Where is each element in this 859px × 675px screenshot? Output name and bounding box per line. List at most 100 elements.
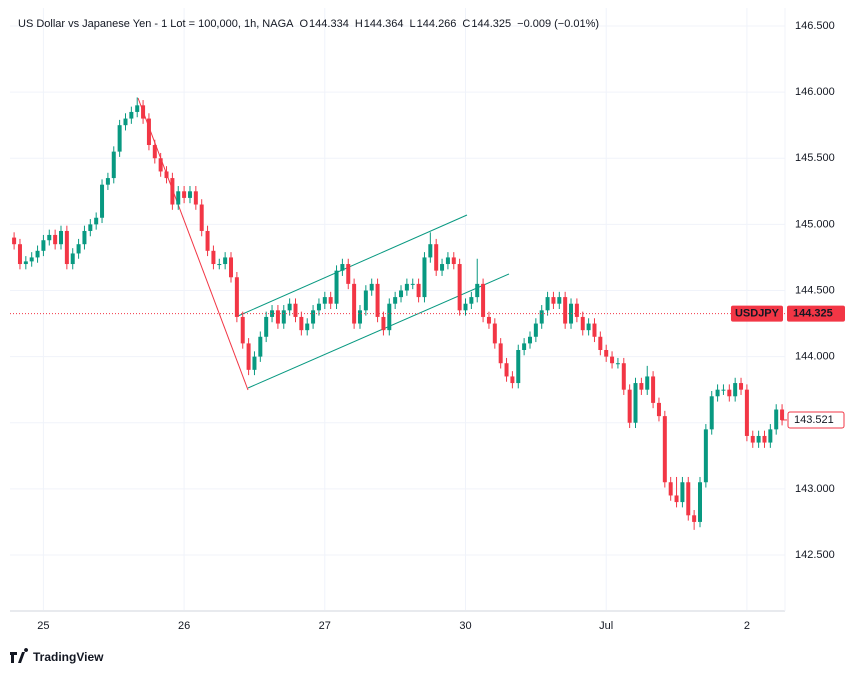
y-tick-label: 146.000 xyxy=(795,86,835,98)
candle-body xyxy=(598,336,603,350)
candle-body xyxy=(410,283,415,285)
y-tick-label: 144.000 xyxy=(795,351,835,363)
legend-value: 144.364 xyxy=(364,18,404,30)
candle-body xyxy=(739,383,744,390)
candle-body xyxy=(651,376,656,403)
candle-body xyxy=(176,191,181,205)
candle-body xyxy=(316,303,321,311)
legend-value: 144.266 xyxy=(417,18,457,30)
candle-body xyxy=(17,244,22,265)
candles xyxy=(12,97,785,530)
candle-body xyxy=(258,336,263,357)
candle-body xyxy=(451,257,456,265)
candle-body xyxy=(780,409,785,421)
x-tick-label: 30 xyxy=(459,620,471,632)
candle-body xyxy=(639,383,644,390)
logo xyxy=(10,648,29,663)
candle-body xyxy=(615,363,620,365)
candle-body xyxy=(164,171,169,179)
symbol-label: USDJPY xyxy=(735,308,780,320)
legend-value: 144.325 xyxy=(471,18,511,30)
candle-body xyxy=(399,290,404,298)
candle-body xyxy=(492,323,497,344)
channel-upper xyxy=(237,214,468,317)
candle-body xyxy=(375,283,380,317)
candle-body xyxy=(551,297,556,304)
candle-body xyxy=(469,297,474,304)
candle-body xyxy=(193,191,198,205)
candle-body xyxy=(158,158,163,172)
candle-body xyxy=(586,323,591,331)
candle-body xyxy=(727,389,732,397)
candle-body xyxy=(563,297,568,324)
candle-body xyxy=(680,482,685,503)
candle-body xyxy=(100,184,105,218)
candle-body xyxy=(545,297,550,311)
candle-body xyxy=(352,283,357,324)
x-tick-label: 2 xyxy=(744,620,750,632)
y-tick-label: 146.500 xyxy=(795,20,835,32)
candle-body xyxy=(252,356,257,370)
candle-body xyxy=(486,316,491,324)
candle-body xyxy=(715,389,720,397)
y-tick-label: 143.000 xyxy=(795,483,835,495)
candle-body xyxy=(340,264,345,271)
candle-body xyxy=(557,297,562,304)
candle-body xyxy=(141,105,146,119)
candle-body xyxy=(111,151,116,179)
candle-body xyxy=(152,145,157,159)
candle-body xyxy=(721,389,726,391)
price-badge-label: 143.521 xyxy=(794,414,834,426)
candle-body xyxy=(668,482,673,496)
candle-body xyxy=(504,363,509,377)
y-tick-label: 144.500 xyxy=(795,284,835,296)
candle-body xyxy=(768,429,773,443)
candle-body xyxy=(404,283,409,291)
candle-body xyxy=(434,244,439,271)
candle-body xyxy=(692,515,697,522)
candle-body xyxy=(246,343,251,370)
x-tick-label: 25 xyxy=(37,620,49,632)
price-badge xyxy=(787,411,845,429)
candle-body xyxy=(428,244,433,258)
candle-body xyxy=(457,264,462,311)
candle-body xyxy=(94,217,99,225)
candle-body xyxy=(305,323,310,331)
candle-body xyxy=(322,297,327,304)
candle-body xyxy=(369,283,374,291)
candle-body xyxy=(440,264,445,271)
candle-body xyxy=(199,204,204,231)
candle-body xyxy=(117,125,122,152)
legend-key: L xyxy=(410,18,416,30)
candle-body xyxy=(744,389,749,436)
candle-body xyxy=(217,264,222,266)
candle-body xyxy=(445,257,450,265)
candle-body xyxy=(498,343,503,364)
candle-body xyxy=(686,482,691,516)
x-tick-label: 26 xyxy=(178,620,190,632)
candle-body xyxy=(70,253,75,265)
y-tick-label: 145.500 xyxy=(795,152,835,164)
candle-body xyxy=(299,316,304,331)
candle-body xyxy=(709,396,714,430)
candle-body xyxy=(146,118,151,146)
candle-body xyxy=(182,191,187,198)
candle-body xyxy=(187,191,192,198)
candle-body xyxy=(264,316,269,337)
candle-body xyxy=(533,323,538,337)
legend-key: O xyxy=(299,18,308,30)
candle-body xyxy=(135,105,140,112)
candle-body xyxy=(293,303,298,317)
candle-body xyxy=(223,257,228,265)
candle-body xyxy=(328,297,333,304)
candle-body xyxy=(592,323,597,337)
candle-body xyxy=(416,283,421,298)
candle-body xyxy=(234,277,239,317)
candle-body xyxy=(23,261,28,265)
candle-body xyxy=(580,316,585,331)
symbol-badge xyxy=(730,305,783,322)
candle-body xyxy=(674,495,679,503)
candle-body xyxy=(463,303,468,311)
candle-body xyxy=(105,178,110,185)
candle-body xyxy=(129,111,134,119)
